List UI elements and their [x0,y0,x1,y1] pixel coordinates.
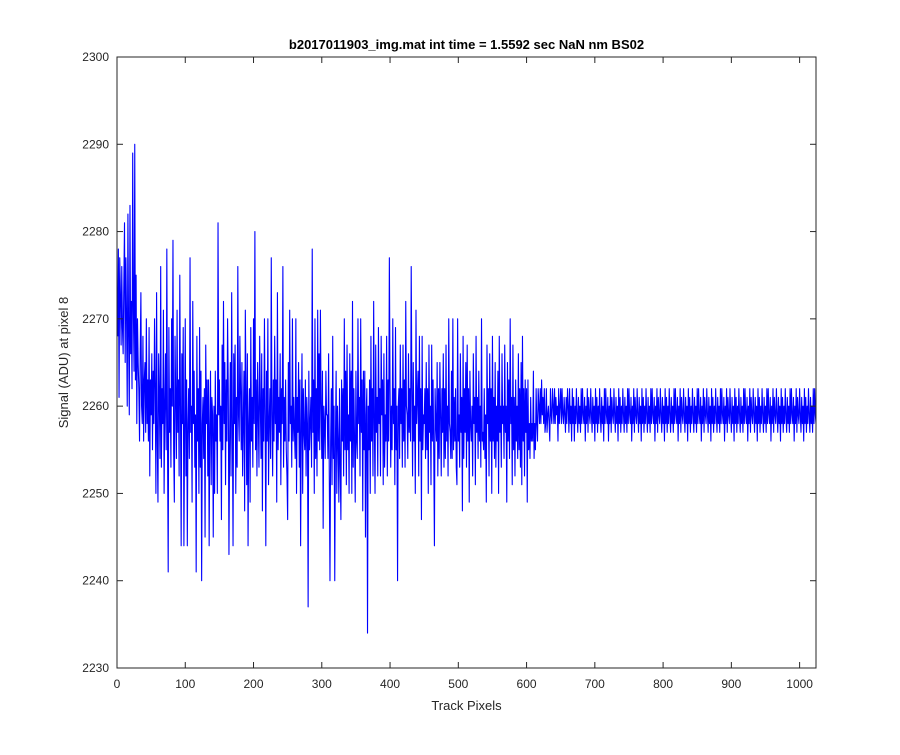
y-tick-label: 2270 [82,312,109,326]
y-tick-label: 2230 [82,661,109,675]
x-tick-label: 500 [448,677,468,691]
y-tick-label: 2290 [82,137,109,151]
x-axis-ticks: 0 100 200 300 400 500 600 700 800 900 1000 [114,57,813,691]
x-tick-label: 600 [517,677,537,691]
x-tick-label: 900 [721,677,741,691]
series-layer [117,143,817,634]
y-axis-ticks: 2230 2240 2250 2260 2270 2280 2290 2300 [82,50,816,675]
y-tick-label: 2240 [82,574,109,588]
x-tick-label: 300 [312,677,332,691]
x-tick-label: 800 [653,677,673,691]
y-tick-label: 2260 [82,399,109,413]
x-axis-label: Track Pixels [431,698,502,713]
y-tick-label: 2250 [82,486,109,500]
x-tick-label: 1000 [786,677,813,691]
y-axis-label: Signal (ADU) at pixel 8 [56,297,71,429]
chart-title: b2017011903_img.mat int time = 1.5592 se… [289,37,644,52]
x-tick-label: 700 [585,677,605,691]
y-tick-label: 2300 [82,50,109,64]
y-tick-label: 2280 [82,225,109,239]
x-tick-label: 400 [380,677,400,691]
x-tick-label: 100 [175,677,195,691]
plot-frame [116,56,817,669]
series-line-1 [117,143,817,634]
x-tick-label: 200 [244,677,264,691]
x-tick-label: 0 [114,677,121,691]
